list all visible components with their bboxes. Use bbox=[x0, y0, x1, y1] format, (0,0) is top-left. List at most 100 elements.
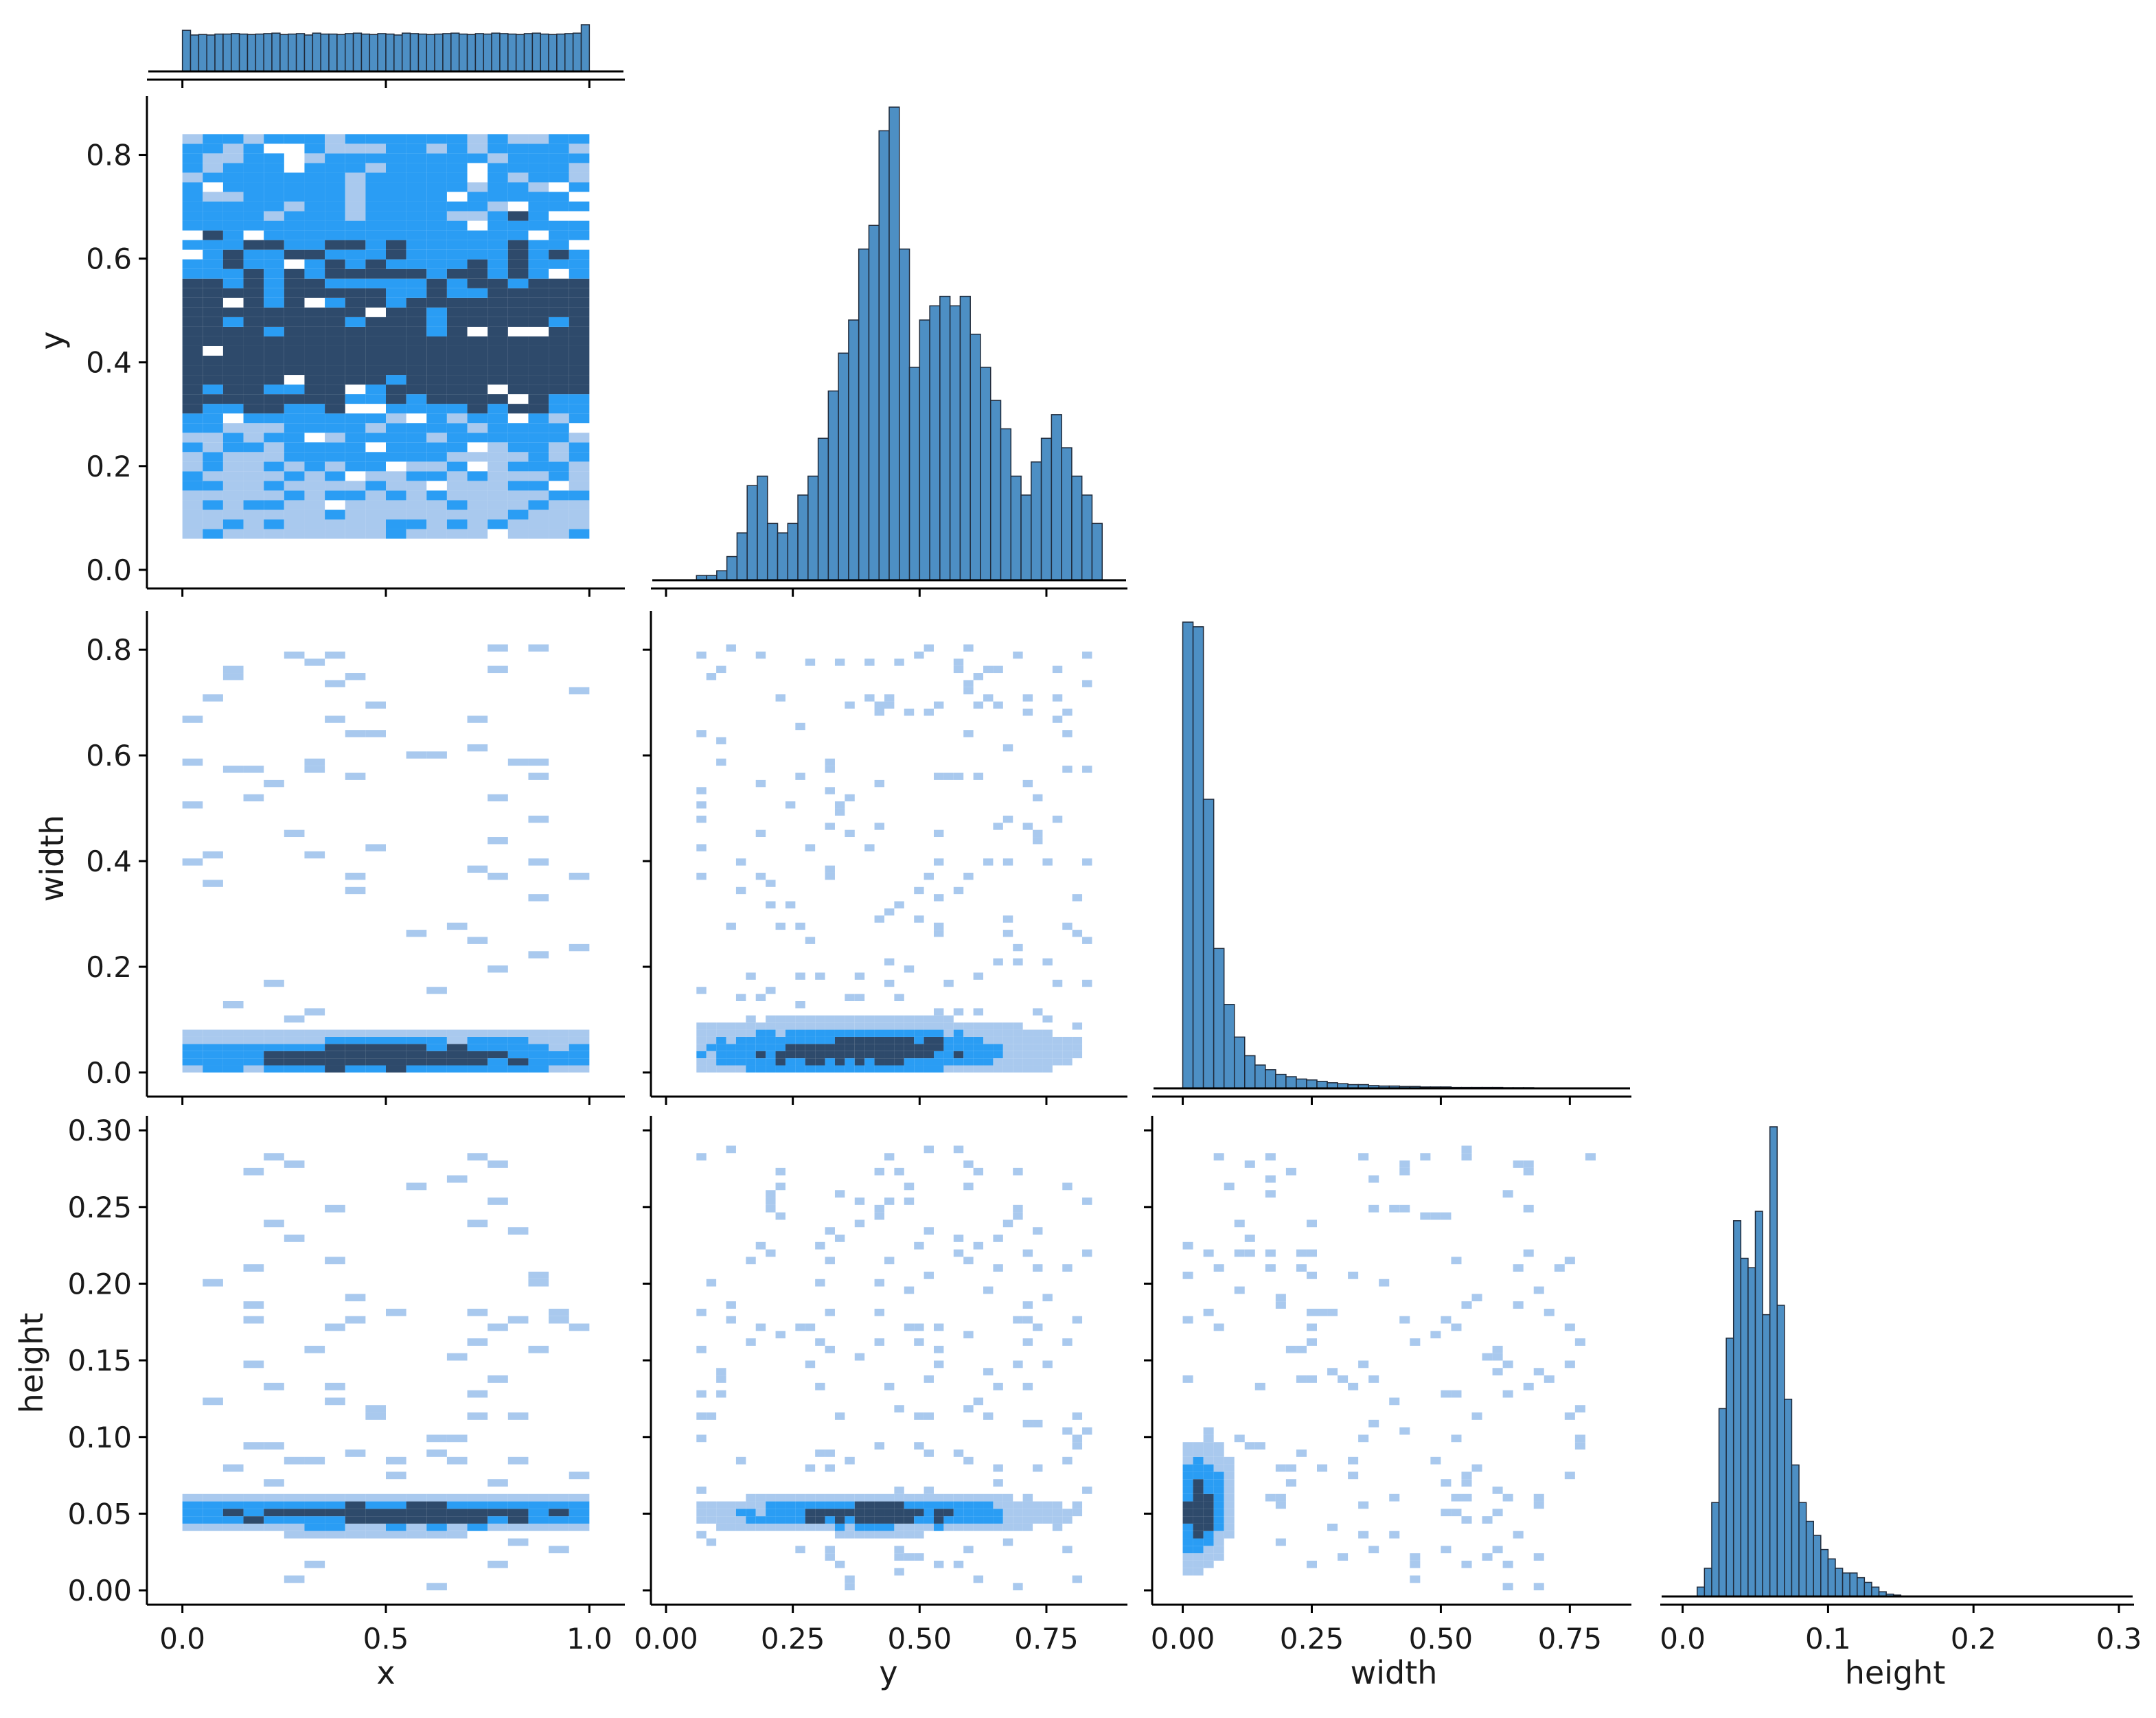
heatmap-cell bbox=[1062, 1264, 1073, 1272]
heatmap-cell bbox=[467, 519, 488, 529]
heatmap-cell bbox=[894, 1036, 904, 1044]
heatmap-cell bbox=[894, 1523, 904, 1531]
heatmap-cell bbox=[716, 1368, 726, 1376]
hist-bar bbox=[858, 248, 870, 581]
heatmap-cell bbox=[834, 1531, 845, 1539]
heatmap-cell bbox=[182, 288, 203, 298]
heatmap-cell bbox=[182, 442, 203, 453]
heatmap-cell bbox=[406, 385, 427, 395]
heatmap-cell bbox=[222, 172, 244, 183]
heatmap-cell bbox=[507, 356, 529, 366]
heatmap-cell bbox=[406, 1501, 427, 1509]
heatmap-cell bbox=[1042, 1044, 1053, 1051]
heatmap-cell bbox=[755, 651, 766, 659]
heatmap-cell bbox=[549, 1044, 569, 1051]
heatmap-cell bbox=[1471, 1412, 1482, 1420]
heatmap-cell bbox=[406, 144, 427, 154]
heatmap-cell bbox=[1022, 1509, 1033, 1517]
heatmap-cell bbox=[365, 1065, 386, 1073]
heatmap-cell bbox=[345, 182, 366, 192]
heatmap-cell bbox=[953, 1450, 964, 1457]
heatmap-cell bbox=[884, 1198, 895, 1205]
heatmap-cell bbox=[1033, 1058, 1043, 1066]
heatmap-cell bbox=[467, 268, 488, 279]
heatmap-cell bbox=[864, 1044, 875, 1051]
heatmap-cell bbox=[1564, 1360, 1575, 1368]
heatmap-cell bbox=[507, 1051, 529, 1059]
heatmap-cell bbox=[467, 201, 488, 211]
heatmap-cell bbox=[1533, 1501, 1544, 1509]
heatmap-cell bbox=[953, 1065, 964, 1073]
heatmap-cell bbox=[549, 1523, 569, 1531]
heatmap-cell bbox=[467, 134, 488, 144]
heatmap-cell bbox=[365, 1051, 386, 1059]
heatmap-cell bbox=[446, 1175, 468, 1183]
heatmap-cell bbox=[325, 452, 345, 462]
heatmap-cell bbox=[1002, 815, 1013, 823]
heatmap-cell bbox=[1358, 1531, 1369, 1539]
heatmap-cell bbox=[766, 901, 776, 908]
heatmap-cell bbox=[549, 172, 569, 183]
heatmap-cell bbox=[864, 1065, 875, 1073]
heatmap-cell bbox=[549, 1316, 569, 1324]
heatmap-cell bbox=[1389, 1531, 1400, 1539]
heatmap-cell bbox=[203, 529, 223, 539]
heatmap-cell bbox=[406, 1523, 427, 1531]
heatmap-cell bbox=[488, 259, 508, 269]
heatmap-cell bbox=[766, 1509, 776, 1517]
heatmap-cell bbox=[446, 345, 468, 356]
heatmap-cell bbox=[1182, 1456, 1193, 1465]
heatmap-cell bbox=[569, 1051, 590, 1059]
heatmap-cell bbox=[264, 201, 284, 211]
heatmap-cell bbox=[284, 230, 305, 240]
heatmap-cell bbox=[386, 500, 406, 510]
heatmap-cell bbox=[549, 509, 569, 520]
hist-bar bbox=[807, 475, 819, 581]
heatmap-cell bbox=[446, 182, 468, 192]
heatmap-cell bbox=[914, 1051, 924, 1059]
heatmap-cell bbox=[1254, 1442, 1265, 1450]
heatmap-cell bbox=[446, 1523, 468, 1531]
heatmap-cell bbox=[1410, 1575, 1421, 1583]
heatmap-cell bbox=[1224, 1486, 1235, 1494]
heatmap-cell bbox=[386, 413, 406, 424]
heatmap-cell bbox=[243, 240, 264, 250]
heatmap-cell bbox=[304, 201, 325, 211]
heatmap-cell bbox=[914, 886, 924, 895]
heatmap-cell bbox=[963, 1022, 974, 1030]
heatmap-cell bbox=[264, 220, 284, 231]
heatmap-cell bbox=[467, 356, 488, 366]
heatmap-cell bbox=[203, 1493, 223, 1502]
heatmap-cell bbox=[973, 1065, 984, 1073]
heatmap-cell bbox=[182, 375, 203, 385]
heatmap-cell bbox=[467, 249, 488, 260]
heatmap-cell bbox=[365, 336, 386, 346]
heatmap-cell bbox=[386, 1308, 406, 1316]
heatmap-cell bbox=[1182, 1493, 1193, 1502]
heatmap-cell bbox=[569, 433, 590, 443]
heatmap-cell bbox=[755, 829, 766, 838]
heatmap-cell bbox=[815, 1279, 825, 1287]
heatmap-cell bbox=[953, 1509, 964, 1517]
heatmap-cell bbox=[1062, 1456, 1073, 1465]
heatmap-cell bbox=[304, 230, 325, 240]
heatmap-cell bbox=[1193, 1531, 1204, 1539]
heatmap-cell bbox=[467, 259, 488, 269]
heatmap-cell bbox=[953, 1051, 964, 1059]
heatmap-cell bbox=[284, 1029, 305, 1037]
heatmap-cell bbox=[264, 423, 284, 433]
heatmap-cell bbox=[243, 1360, 264, 1368]
heatmap-cell bbox=[304, 336, 325, 346]
hist-bar bbox=[564, 33, 574, 72]
heatmap-cell bbox=[222, 1051, 244, 1059]
heatmap-cell bbox=[735, 1036, 746, 1044]
ylabel-height: height bbox=[13, 1313, 50, 1414]
heatmap-cell bbox=[203, 1516, 223, 1524]
heatmap-cell bbox=[243, 481, 264, 491]
heatmap-cell bbox=[1213, 1531, 1224, 1539]
heatmap-cell bbox=[325, 433, 345, 443]
heatmap-cell bbox=[406, 529, 427, 539]
heatmap-cell bbox=[815, 1450, 825, 1457]
heatmap-cell bbox=[264, 442, 284, 453]
heatmap-cell bbox=[1033, 1419, 1043, 1428]
